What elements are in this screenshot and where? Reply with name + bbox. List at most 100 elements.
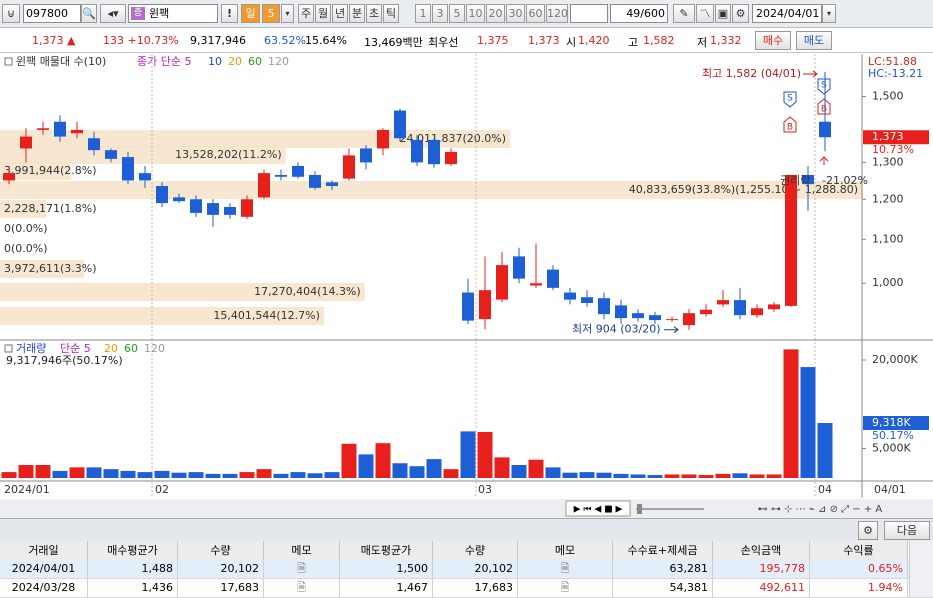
dropdown[interactable]: ▾ xyxy=(281,4,294,23)
candle-body xyxy=(3,173,15,181)
next-button[interactable]: 다음 xyxy=(884,521,930,540)
menu-icon[interactable]: ⊍ xyxy=(2,4,20,23)
buy-button[interactable]: 매수 xyxy=(755,31,791,50)
period-option[interactable]: 월 xyxy=(315,4,331,23)
y-tick-label: 1,200 xyxy=(872,192,904,205)
column-header: 수량 xyxy=(433,541,518,560)
period-number[interactable]: 5 xyxy=(262,4,280,23)
volume-bar xyxy=(681,474,697,478)
candle-body xyxy=(173,197,185,202)
period-option[interactable]: 분 xyxy=(349,4,365,23)
date-box[interactable]: 2024/04/01 xyxy=(752,4,822,23)
tool-icons: ⊷ ⊶ ⊹ ⋯ ⌁ ⊿ ⊘ ⤢ − + A xyxy=(758,504,883,515)
legend-entry: 20 xyxy=(104,342,118,355)
zoom-handle[interactable] xyxy=(637,504,642,514)
column-header: 손익금액 xyxy=(713,541,810,560)
y-tick-label: 1,500 xyxy=(872,89,904,102)
memo-icon[interactable]: 🗎 xyxy=(264,560,340,578)
memo-icon[interactable]: 🗎 xyxy=(518,579,613,597)
interval-option[interactable]: 120 xyxy=(546,4,568,23)
period-option[interactable]: 주 xyxy=(298,4,314,23)
cell-sell-avg: 1,500 xyxy=(340,560,433,578)
total: /600 xyxy=(640,7,665,20)
period-option[interactable]: 틱 xyxy=(383,4,399,23)
interval-option[interactable]: 5 xyxy=(449,4,465,23)
volume-bar xyxy=(426,459,442,478)
open-label: 시 xyxy=(566,36,577,49)
y-tick-label: 20,000K xyxy=(872,353,918,366)
interval-option[interactable]: 20 xyxy=(486,4,505,23)
legend-entry: 거래량 xyxy=(16,342,46,355)
cell-buy-qty: 17,683 xyxy=(178,579,264,597)
cell-buy-qty: 20,102 xyxy=(178,560,264,578)
volume-bar xyxy=(443,469,459,478)
code-input[interactable]: 097800 xyxy=(23,4,81,23)
candle-body xyxy=(190,199,202,213)
y-tick-label: 1,300 xyxy=(872,155,904,168)
cell-sell-avg: 1,467 xyxy=(340,579,433,597)
interval-option[interactable]: 10 xyxy=(466,4,485,23)
count: 49 xyxy=(626,7,641,20)
candle-body xyxy=(326,182,338,187)
search-button[interactable]: 🔍 xyxy=(81,4,97,23)
count-box[interactable]: 49/600 xyxy=(610,4,668,23)
candle-body xyxy=(37,128,49,130)
volume-bar xyxy=(562,472,578,478)
tool-icon[interactable]: 〽 xyxy=(696,4,714,23)
profile-label: 24,011,837(20.0%) xyxy=(400,132,507,145)
interval-option[interactable]: 3 xyxy=(432,4,448,23)
interval-option[interactable]: 1 xyxy=(415,4,431,23)
memo-icon[interactable]: 🗎 xyxy=(518,560,613,578)
y-tick-label: 1,000 xyxy=(872,276,904,289)
rights-arrow xyxy=(819,156,829,165)
volume-bar xyxy=(477,431,493,478)
save-icon[interactable]: ▣ xyxy=(715,4,731,23)
candle-body xyxy=(428,139,440,165)
period-option[interactable]: 초 xyxy=(366,4,382,23)
profile-band xyxy=(0,162,72,180)
volume-bar xyxy=(749,474,765,478)
volume-bar xyxy=(290,472,306,478)
candle-body xyxy=(20,136,32,149)
tool-icon[interactable]: ✎ xyxy=(673,4,695,23)
candle-body xyxy=(564,292,576,300)
candle-body xyxy=(598,298,610,315)
interval-option[interactable]: 30 xyxy=(506,4,525,23)
candle-body xyxy=(292,165,304,177)
settings-icon[interactable]: ⚙ xyxy=(858,521,878,540)
calendar-dropdown[interactable]: ▾ xyxy=(822,4,836,23)
volume-bar xyxy=(511,465,527,478)
blank-box[interactable] xyxy=(570,4,608,23)
name-box[interactable]: 윈팩 xyxy=(128,4,218,23)
profile-label: 17,270,404(14.3%) xyxy=(254,285,361,298)
volume-bar xyxy=(579,472,595,478)
period-button[interactable]: 일 xyxy=(241,4,260,23)
legend-entry: 단순 5 xyxy=(60,342,91,355)
alert-button[interactable]: ! xyxy=(221,4,238,23)
profile-band xyxy=(0,260,85,278)
scroll-track xyxy=(909,541,933,597)
column-header: 수량 xyxy=(178,541,264,560)
legend-entry: 120 xyxy=(268,55,289,68)
candle-body xyxy=(411,139,423,163)
volume-bar xyxy=(732,473,748,478)
sell-button[interactable]: 매도 xyxy=(796,31,832,50)
settings-icon[interactable]: ⚙ xyxy=(732,4,749,23)
candle-body xyxy=(802,174,814,185)
speaker-button[interactable]: ◂▾ xyxy=(100,4,126,23)
scroll-buttons[interactable] xyxy=(565,500,631,517)
volume-bar xyxy=(273,473,289,478)
candle-body xyxy=(156,186,168,204)
candle-body xyxy=(275,174,287,177)
volume-bar xyxy=(171,472,187,478)
change: 133 +10.73% xyxy=(103,34,179,47)
volume-bar xyxy=(409,466,425,478)
volume-bar xyxy=(103,469,119,478)
ratio: 15.64% xyxy=(305,34,347,47)
candle-body xyxy=(734,300,746,316)
interval-option[interactable]: 60 xyxy=(526,4,545,23)
candle-body xyxy=(530,283,542,286)
period-option[interactable]: 년 xyxy=(332,4,348,23)
cell-rate: 0.65% xyxy=(810,560,908,578)
memo-icon[interactable]: 🗎 xyxy=(264,579,340,597)
